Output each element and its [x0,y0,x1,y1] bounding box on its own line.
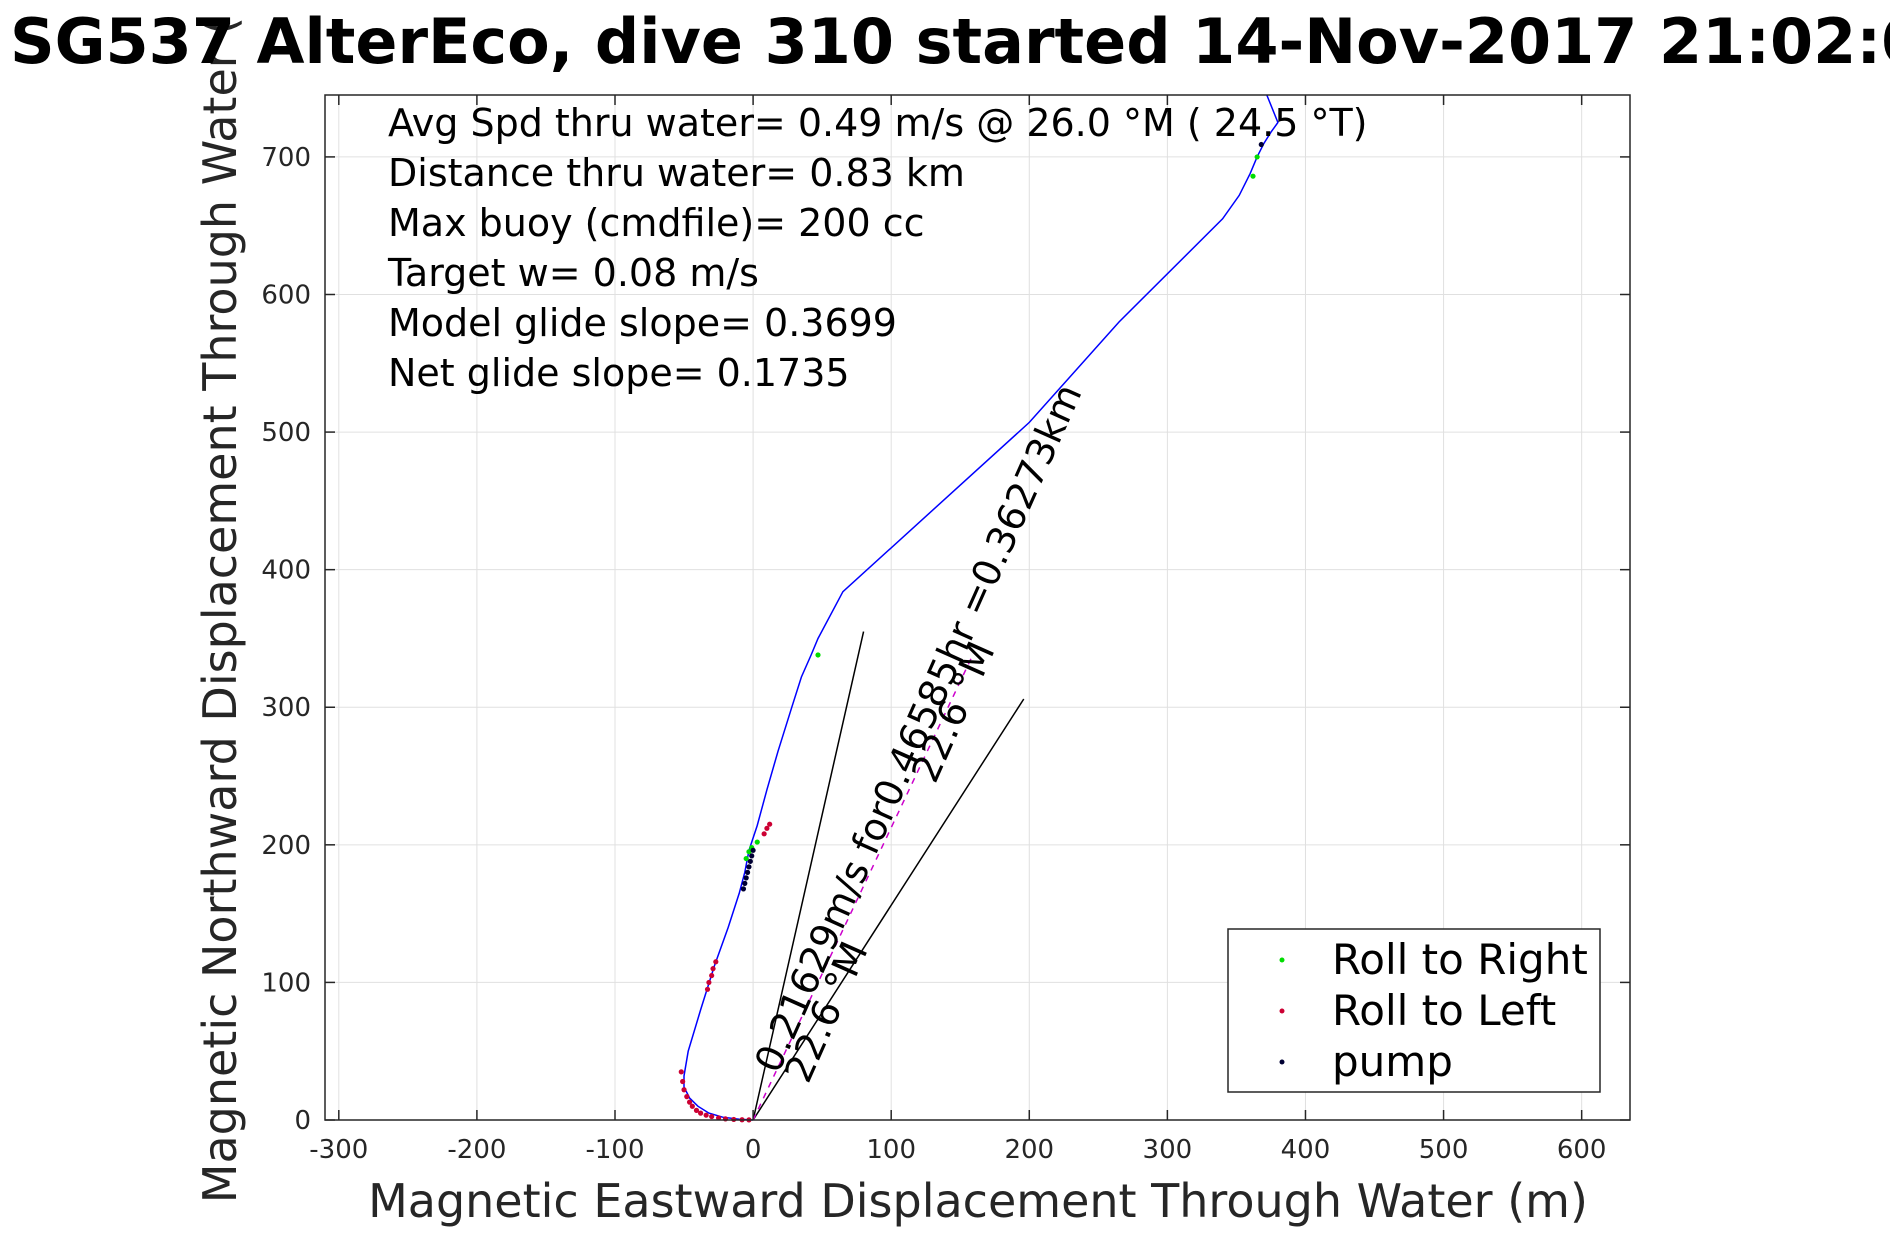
x-tick-label: 400 [1281,1135,1331,1165]
roll-left-point [693,1107,700,1113]
roll-left-point [686,1099,693,1105]
heading-line [752,698,1025,1121]
roll-left-point [713,959,719,965]
y-tick-label: 0 [294,1106,311,1136]
x-tick-label: 100 [866,1135,916,1165]
pump-point [747,858,753,864]
annotation-block: Avg Spd thru water= 0.49 m/s @ 26.0 °M (… [387,101,1368,395]
pump-point [749,853,755,859]
y-tick-label: 500 [261,418,311,448]
roll-left-point [704,986,711,992]
annotation-max-buoy: Max buoy (cmdfile)= 200 cc [388,201,925,245]
heading-lines [752,631,1025,1121]
legend: Roll to Right Roll to Left pump [1227,928,1601,1093]
legend-marker-roll-left [1279,1008,1285,1014]
roll-left-point [710,966,716,972]
annotation-avg-speed: Avg Spd thru water= 0.49 m/s @ 26.0 °M (… [388,101,1368,145]
x-axis-label: Magnetic Eastward Displacement Through W… [368,1174,1588,1228]
roll-left-point [709,972,715,979]
x-tick-label: 0 [745,1135,762,1165]
heading-line [752,631,865,1121]
roll-left-point [706,979,712,986]
roll-left-point [709,1113,715,1120]
chart-title: SG537 AlterEco, dive 310 started 14-Nov-… [10,5,1890,78]
x-tick-label: 500 [1419,1135,1469,1165]
roll-right-point [746,849,752,855]
pump-point [1258,141,1264,148]
y-tick-label: 400 [261,556,311,586]
current-vector-line [752,651,975,1121]
pump-point [744,869,751,875]
annotation-distance: Distance thru water= 0.83 km [388,151,965,195]
legend-label-pump: pump [1332,1037,1453,1086]
pump-point [740,886,747,892]
y-tick-label: 200 [261,831,311,861]
roll-left-point [715,1115,722,1121]
y-axis-label: Magnetic Northward Displacement Through … [193,17,247,1203]
roll-right-point [754,839,760,845]
legend-label-roll-right: Roll to Right [1332,935,1588,984]
roll-left-point [698,1110,704,1116]
roll-right-point [743,855,749,862]
annotation-target-w: Target w= 0.08 m/s [387,251,759,295]
y-tick-label: 600 [261,280,311,310]
x-tick-label: -300 [309,1135,368,1165]
x-tick-label: 300 [1143,1135,1193,1165]
x-tick-label: -100 [585,1135,644,1165]
roll-right-point [1250,173,1256,179]
roll-left-point [767,821,773,827]
pump-point [750,847,756,853]
roll-left-point [761,831,767,837]
roll-right-point [815,652,821,658]
roll-left-point [689,1103,695,1109]
roll-left-point [681,1087,687,1093]
plot-frame [324,94,1631,1121]
y-tick-label: 700 [261,143,311,173]
roll-left-point [678,1069,684,1075]
roll-left-point [703,1112,709,1118]
annotation-model-glide-slope: Model glide slope= 0.3699 [388,301,897,345]
axis-ticks: -300 -200 -100 0 100 200 300 400 500 600 0 100 200 30… [261,95,1630,1165]
x-tick-label: -200 [447,1135,506,1165]
pump-point [746,864,752,870]
x-tick-label: 600 [1557,1135,1607,1165]
roll-left-point [680,1078,686,1085]
legend-marker-roll-right [1279,957,1285,963]
legend-box [1227,928,1601,1093]
roll-right-point [1254,154,1260,160]
y-tick-label: 100 [261,968,311,998]
legend-marker-pump [1279,1059,1285,1065]
annotation-net-glide-slope: Net glide slope= 0.1735 [388,351,850,395]
roll-left-point [684,1094,690,1100]
y-tick-label: 300 [261,693,311,723]
x-tick-label: 200 [1004,1135,1054,1165]
roll-left-point [764,825,770,831]
pump-point [743,875,749,881]
legend-label-roll-left: Roll to Left [1332,986,1556,1035]
pump-point [742,880,748,886]
